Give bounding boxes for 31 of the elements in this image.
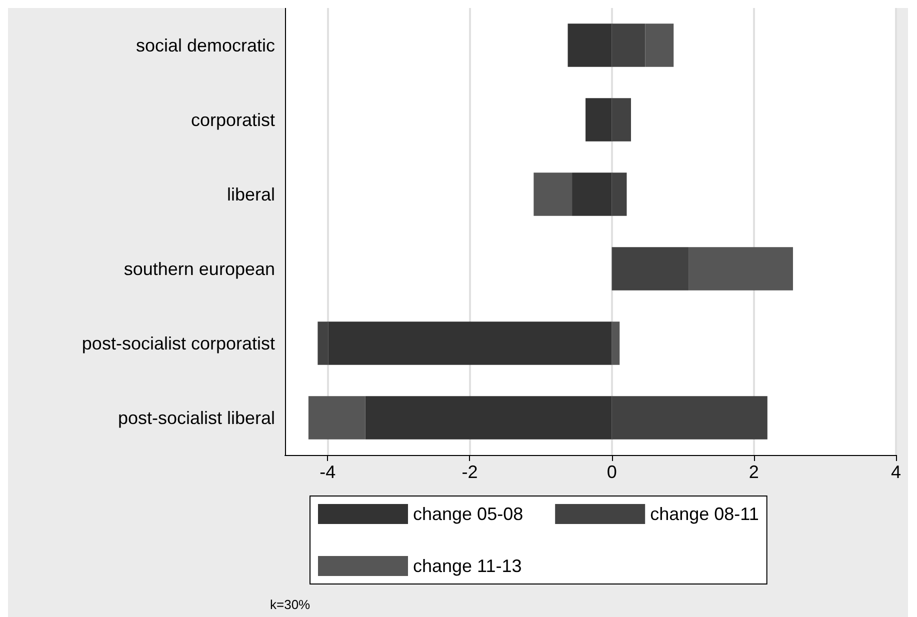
- bar: [365, 396, 612, 440]
- bar: [612, 98, 631, 142]
- bar: [612, 396, 768, 440]
- bar: [318, 322, 328, 365]
- y-tick-label: post-socialist liberal: [118, 408, 275, 428]
- bar: [328, 322, 612, 365]
- x-tick-label: 0: [606, 462, 617, 482]
- y-tick-label: social democratic: [136, 35, 275, 56]
- bar: [688, 247, 793, 290]
- legend-label: change 08-11: [650, 504, 759, 524]
- y-tick-label: post-socialist corporatist: [82, 333, 275, 354]
- legend-label: change 11-13: [413, 556, 522, 576]
- text: k=30%: [270, 597, 311, 612]
- y-tick-label: liberal: [226, 184, 275, 204]
- y-tick-label: southern european: [124, 258, 275, 279]
- bar: [645, 24, 674, 67]
- bar: [534, 172, 572, 216]
- x-tick-label: -4: [320, 462, 336, 482]
- x-tick-label: 2: [748, 462, 759, 482]
- bar: [568, 24, 612, 67]
- x-tick-label: 4: [890, 462, 902, 482]
- bar: [612, 172, 627, 216]
- bar: [586, 98, 612, 142]
- bar: [572, 172, 612, 216]
- bar: [612, 322, 620, 365]
- y-tick-label: corporatist: [190, 110, 275, 130]
- x-tick-label: -2: [462, 462, 478, 482]
- bar: [612, 24, 646, 67]
- legend-label: change 05-08: [413, 504, 524, 524]
- bar: [612, 247, 689, 290]
- bar: [308, 396, 366, 440]
